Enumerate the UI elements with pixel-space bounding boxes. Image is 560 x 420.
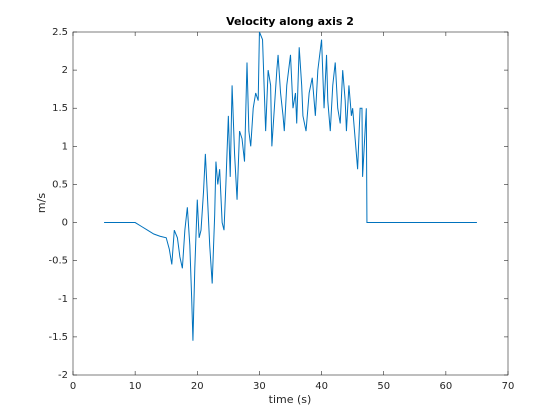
x-axis-label: time (s) <box>269 393 312 406</box>
y-tick-label: -1.5 <box>48 332 68 343</box>
y-tick-label: 2 <box>62 65 68 76</box>
x-tick-label: 10 <box>129 381 142 392</box>
y-tick-label: -1 <box>58 294 68 305</box>
x-tick-label: 20 <box>191 381 204 392</box>
y-axis-label: m/s <box>35 193 48 213</box>
y-tick-label: 1 <box>62 141 68 152</box>
x-tick-label: 0 <box>70 381 76 392</box>
x-tick-label: 30 <box>253 381 266 392</box>
data-line <box>104 31 477 341</box>
x-tick-label: 70 <box>502 381 515 392</box>
y-tick-label: 0 <box>62 218 68 229</box>
y-tick-label: 0.5 <box>52 179 68 190</box>
y-tick-label: 1.5 <box>52 103 68 114</box>
y-tick-label: 2.5 <box>52 27 68 38</box>
x-tick-label: 60 <box>439 381 452 392</box>
plot-box <box>72 31 509 376</box>
x-tick-label: 50 <box>377 381 390 392</box>
chart-title: Velocity along axis 2 <box>226 15 354 28</box>
y-tick-label: -0.5 <box>48 256 68 267</box>
x-tick-label: 40 <box>315 381 328 392</box>
y-tick-label: -2 <box>58 370 68 381</box>
